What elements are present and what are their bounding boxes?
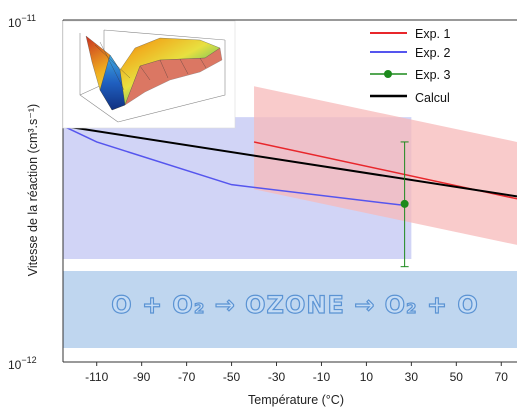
inset-frame xyxy=(62,20,236,129)
x-tick-label: 50 xyxy=(450,370,464,384)
line-calcul xyxy=(62,124,517,198)
inset-surface-valley xyxy=(99,54,126,111)
uncertainty-bands xyxy=(63,86,517,260)
legend-label-exp2: Exp. 2 xyxy=(415,46,450,60)
y-tick-label-top: 10−11 xyxy=(8,13,36,30)
x-tick-label: -50 xyxy=(223,370,241,384)
inset-axis-lines xyxy=(79,29,226,123)
x-tick-label: -30 xyxy=(268,370,286,384)
line-exp-2 xyxy=(62,125,405,207)
legend: Exp. 1 Exp. 2 Exp. 3 Calcul xyxy=(370,27,450,105)
x-ticks: -110 -90 -70 -50 -30 -10 10 30 50 70 xyxy=(85,362,508,384)
series-lines xyxy=(62,124,517,268)
x-tick-label: -10 xyxy=(313,370,331,384)
band-exp-1 xyxy=(254,86,517,245)
y-axis-title: Vitesse de la réaction (cm³.s⁻¹) xyxy=(26,104,40,276)
x-tick-label: 10 xyxy=(360,370,374,384)
y-tick-label-bottom: 10−12 xyxy=(8,355,37,372)
surface-plot-inset xyxy=(62,20,236,129)
inset-surface-front xyxy=(124,47,223,106)
reaction-equation: O + O₂ → OZONE → O₂ + O xyxy=(111,291,479,319)
x-tick-label: -90 xyxy=(133,370,151,384)
reaction-band xyxy=(63,271,517,348)
legend-label-exp1: Exp. 1 xyxy=(415,27,450,41)
x-axis-title: Température (°C) xyxy=(248,393,344,407)
x-tick-label: -70 xyxy=(178,370,196,384)
inset-mesh xyxy=(94,41,207,91)
legend-label-calcul: Calcul xyxy=(415,91,450,105)
x-tick-label: 70 xyxy=(495,370,509,384)
x-tick-label: 30 xyxy=(405,370,419,384)
legend-label-exp3: Exp. 3 xyxy=(415,68,450,82)
x-tick-label: -110 xyxy=(85,370,108,384)
point-exp-3 xyxy=(400,199,409,208)
legend-marker-exp3 xyxy=(384,70,392,78)
